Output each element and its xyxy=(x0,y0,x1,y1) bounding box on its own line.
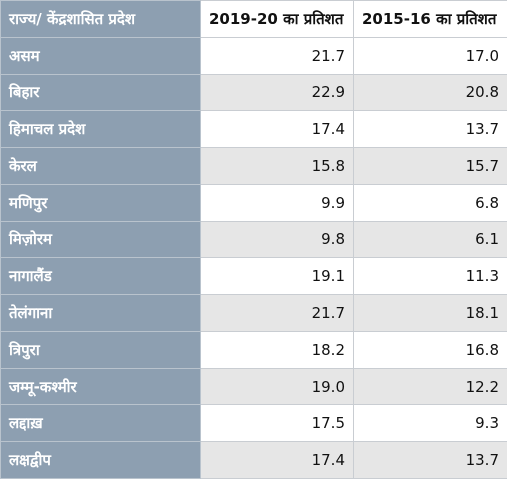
state-name-cell: केरल xyxy=(1,148,201,185)
table-row: लक्षद्वीप 17.4 13.7 xyxy=(1,442,507,479)
state-column-header: राज्य/ केंद्रशासित प्रदेश xyxy=(1,1,201,38)
table-row: त्रिपुरा 18.2 16.8 xyxy=(1,331,507,368)
table-row: बिहार 22.9 20.8 xyxy=(1,74,507,111)
value-2015-16-cell: 12.2 xyxy=(354,368,507,405)
state-name-cell: लक्षद्वीप xyxy=(1,442,201,479)
state-name-cell: लद्दाख़ xyxy=(1,405,201,442)
table-row: लद्दाख़ 17.5 9.3 xyxy=(1,405,507,442)
value-2019-20-cell: 9.9 xyxy=(201,184,354,221)
state-name-cell: मणिपुर xyxy=(1,184,201,221)
state-name-cell: मिज़ोरम xyxy=(1,221,201,258)
state-name-cell: हिमाचल प्रदेश xyxy=(1,111,201,148)
state-name-cell: तेलंगाना xyxy=(1,295,201,332)
value-2015-16-cell: 15.7 xyxy=(354,148,507,185)
value-2019-20-cell: 22.9 xyxy=(201,74,354,111)
value-2019-20-cell: 21.7 xyxy=(201,37,354,74)
table-row: केरल 15.8 15.7 xyxy=(1,148,507,185)
value-2015-16-cell: 13.7 xyxy=(354,442,507,479)
value-2015-16-cell: 11.3 xyxy=(354,258,507,295)
table-row: मणिपुर 9.9 6.8 xyxy=(1,184,507,221)
value-2015-16-cell: 9.3 xyxy=(354,405,507,442)
value-2015-16-cell: 16.8 xyxy=(354,331,507,368)
table-row: तेलंगाना 21.7 18.1 xyxy=(1,295,507,332)
value-2015-16-cell: 13.7 xyxy=(354,111,507,148)
state-name-cell: नागालैंड xyxy=(1,258,201,295)
value-2019-20-cell: 18.2 xyxy=(201,331,354,368)
value-2019-20-cell: 19.0 xyxy=(201,368,354,405)
table-row: असम 21.7 17.0 xyxy=(1,37,507,74)
value-2015-16-cell: 18.1 xyxy=(354,295,507,332)
value-2015-16-cell: 20.8 xyxy=(354,74,507,111)
table-row: हिमाचल प्रदेश 17.4 13.7 xyxy=(1,111,507,148)
value-2019-20-cell: 17.4 xyxy=(201,111,354,148)
value-2015-16-cell: 17.0 xyxy=(354,37,507,74)
value-2019-20-cell: 9.8 xyxy=(201,221,354,258)
table-header-row: राज्य/ केंद्रशासित प्रदेश 2019-20 का प्र… xyxy=(1,1,507,38)
value-2019-20-cell: 15.8 xyxy=(201,148,354,185)
year-2019-20-column-header: 2019-20 का प्रतिशत xyxy=(201,1,354,38)
table-row: मिज़ोरम 9.8 6.1 xyxy=(1,221,507,258)
table-row: नागालैंड 19.1 11.3 xyxy=(1,258,507,295)
state-name-cell: जम्मू-कश्मीर xyxy=(1,368,201,405)
value-2019-20-cell: 17.4 xyxy=(201,442,354,479)
value-2015-16-cell: 6.1 xyxy=(354,221,507,258)
year-2015-16-column-header: 2015-16 का प्रतिशत xyxy=(354,1,507,38)
value-2019-20-cell: 21.7 xyxy=(201,295,354,332)
table-row: जम्मू-कश्मीर 19.0 12.2 xyxy=(1,368,507,405)
value-2015-16-cell: 6.8 xyxy=(354,184,507,221)
state-name-cell: त्रिपुरा xyxy=(1,331,201,368)
value-2019-20-cell: 17.5 xyxy=(201,405,354,442)
value-2019-20-cell: 19.1 xyxy=(201,258,354,295)
state-name-cell: असम xyxy=(1,37,201,74)
state-name-cell: बिहार xyxy=(1,74,201,111)
